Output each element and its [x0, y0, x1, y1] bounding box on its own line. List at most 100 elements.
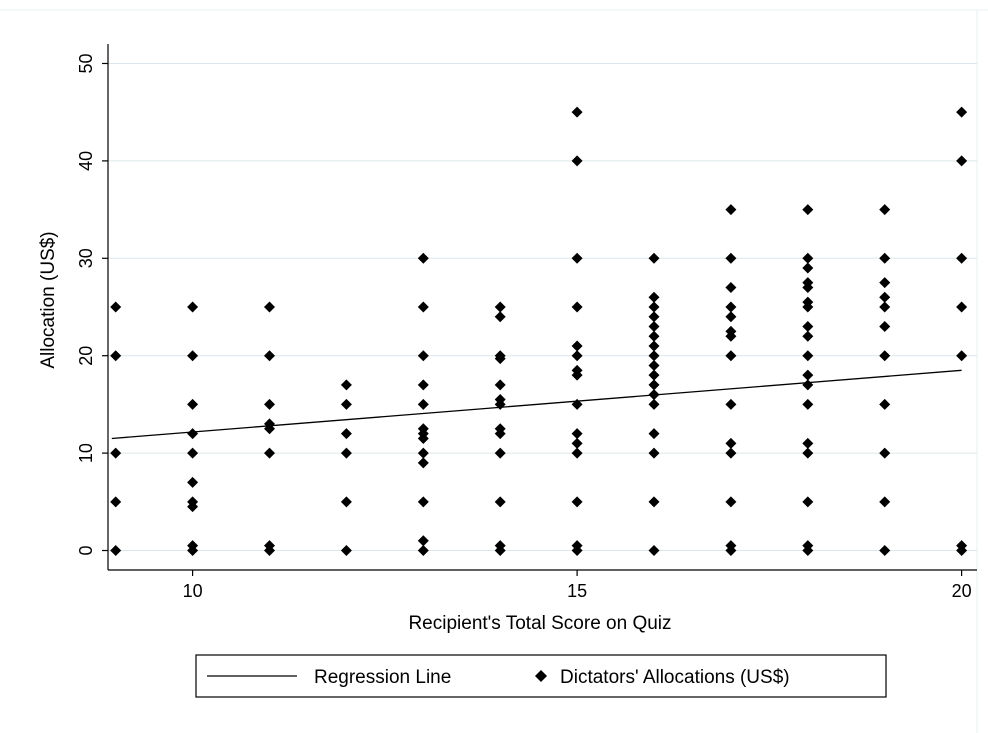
x-tick-label-15: 15: [567, 581, 587, 601]
y-tick-label-0: 0: [76, 546, 96, 556]
data-point-102: [802, 252, 814, 264]
data-point-20: [263, 447, 275, 459]
data-point-52: [494, 496, 506, 508]
data-point-101: [802, 204, 814, 216]
data-point-41: [417, 545, 429, 557]
data-point-16: [263, 350, 275, 362]
y-tick-label-50: 50: [76, 53, 96, 73]
data-point-14: [187, 545, 199, 557]
data-point-98: [725, 496, 737, 508]
regression-line: [111, 369, 962, 440]
data-point-17: [263, 398, 275, 410]
data-point-32: [417, 379, 429, 391]
data-point-9: [187, 447, 199, 459]
data-point-73: [648, 311, 660, 323]
data-point-103: [802, 262, 814, 274]
data-point-28: [340, 545, 352, 557]
data-point-74: [648, 320, 660, 332]
y-tick-label-30: 30: [76, 248, 96, 268]
data-point-23: [340, 379, 352, 391]
data-point-90: [725, 301, 737, 313]
data-point-86: [648, 545, 660, 557]
data-point-118: [802, 545, 814, 557]
data-point-134: [956, 350, 968, 362]
data-point-94: [725, 350, 737, 362]
data-point-85: [648, 496, 660, 508]
data-point-12: [187, 501, 199, 513]
data-point-58: [571, 301, 583, 313]
data-point-63: [571, 398, 583, 410]
data-point-95: [725, 398, 737, 410]
data-point-60: [571, 350, 583, 362]
data-point-67: [571, 496, 583, 508]
x-tick-label-10: 10: [183, 581, 203, 601]
data-point-29: [417, 252, 429, 264]
data-point-65: [571, 437, 583, 449]
data-point-3: [110, 496, 122, 508]
data-point-89: [725, 282, 737, 294]
data-point-57: [571, 252, 583, 264]
data-point-125: [879, 350, 891, 362]
data-point-8: [187, 428, 199, 440]
data-point-36: [417, 433, 429, 444]
data-point-50: [494, 428, 506, 440]
data-point-119: [879, 204, 891, 216]
data-point-48: [494, 398, 506, 410]
data-point-120: [879, 252, 891, 264]
data-point-115: [802, 447, 814, 459]
data-point-46: [494, 379, 506, 391]
data-point-111: [802, 369, 814, 381]
y-axis-title: Allocation (US$): [38, 231, 59, 368]
data-point-71: [648, 291, 660, 303]
data-point-6: [187, 350, 199, 362]
data-point-43: [494, 311, 506, 323]
data-point-80: [648, 379, 660, 391]
data-point-24: [340, 398, 352, 410]
x-tick-label-20: 20: [952, 581, 972, 601]
data-point-122: [879, 291, 891, 303]
data-point-121: [879, 277, 891, 289]
data-point-19: [263, 423, 275, 435]
data-point-100: [725, 545, 737, 557]
data-point-22: [263, 545, 275, 557]
data-point-130: [956, 106, 968, 118]
data-point-56: [571, 155, 583, 167]
data-point-136: [956, 545, 968, 557]
data-point-81: [648, 389, 660, 401]
legend: Regression Line Dictators' Allocations (…: [195, 654, 887, 698]
data-point-133: [956, 301, 968, 313]
data-point-96: [725, 437, 737, 449]
y-tick-label-20: 20: [76, 346, 96, 366]
data-point-31: [417, 350, 429, 362]
y-tick-label-40: 40: [76, 151, 96, 171]
data-point-110: [802, 350, 814, 362]
data-point-62: [571, 369, 583, 381]
data-point-128: [879, 496, 891, 508]
data-point-54: [494, 545, 506, 557]
data-point-91: [725, 311, 737, 323]
data-point-66: [571, 447, 583, 459]
data-point-76: [648, 340, 660, 352]
scatter-points: [110, 106, 968, 557]
legend-label-regression-line: Regression Line: [314, 667, 451, 688]
data-point-30: [417, 301, 429, 313]
data-point-109: [802, 330, 814, 342]
data-point-39: [417, 496, 429, 508]
data-point-45: [494, 353, 506, 365]
data-point-77: [648, 350, 660, 362]
data-point-87: [725, 204, 737, 216]
data-point-1: [110, 350, 122, 362]
data-point-27: [340, 496, 352, 508]
data-point-42: [494, 301, 506, 313]
data-point-38: [417, 457, 429, 469]
data-point-59: [571, 340, 583, 352]
data-point-105: [802, 282, 814, 294]
data-point-108: [802, 320, 814, 332]
data-point-88: [725, 252, 737, 264]
data-point-93: [725, 330, 737, 342]
data-point-116: [802, 496, 814, 508]
data-point-107: [802, 301, 814, 313]
x-axis-title: Recipient's Total Score on Quiz: [408, 613, 671, 634]
data-point-78: [648, 359, 660, 371]
